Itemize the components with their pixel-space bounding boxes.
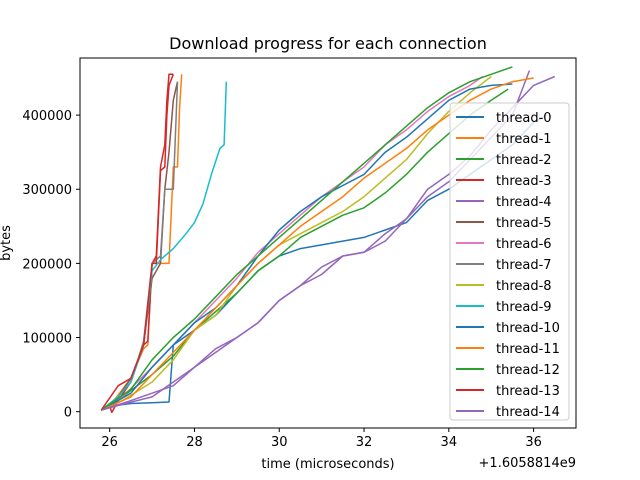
- legend-label: thread-8: [496, 279, 552, 294]
- legend-label: thread-12: [496, 363, 560, 378]
- y-tick-label: 0: [64, 406, 72, 421]
- series-line-thread-13: [100, 74, 174, 411]
- axes-frame: [79, 57, 577, 429]
- x-axis-ticks: 26 28 30 32 34 36: [101, 428, 542, 450]
- legend-label: thread-14: [496, 405, 560, 420]
- series-line-thread-9: [100, 81, 228, 411]
- y-axis-ticks: 0 100000 200000 300000 400000: [22, 109, 80, 421]
- x-tick-label: 28: [186, 435, 203, 450]
- series-line-thread-10: [100, 83, 513, 411]
- legend-label: thread-10: [496, 321, 560, 336]
- series-line-thread-12: [100, 66, 513, 411]
- x-axis-label: time (microseconds): [261, 457, 394, 472]
- legend-label: thread-7: [496, 258, 552, 273]
- series-line-thread-8: [100, 75, 492, 411]
- y-axis-label: bytes: [0, 225, 14, 261]
- legend-label: thread-9: [496, 300, 552, 315]
- legend-label: thread-5: [496, 216, 552, 231]
- x-tick-label: 34: [441, 435, 458, 450]
- legend-label: thread-13: [496, 384, 560, 399]
- series-line-thread-5: [100, 81, 179, 411]
- legend-frame: [449, 102, 570, 421]
- x-tick-label: 32: [356, 435, 373, 450]
- chart-title: Download progress for each connection: [169, 34, 487, 53]
- legend-label: thread-4: [496, 195, 552, 210]
- legend-label: thread-2: [496, 153, 552, 168]
- y-tick-label: 100000: [22, 332, 72, 347]
- x-axis-offset: +1.6058814e9: [479, 456, 576, 471]
- x-tick-label: 30: [271, 435, 288, 450]
- x-tick-label: 26: [101, 435, 118, 450]
- legend-label: thread-0: [496, 111, 552, 126]
- legend-label: thread-3: [496, 174, 552, 189]
- x-tick-label: 36: [525, 435, 542, 450]
- y-tick-label: 200000: [22, 257, 72, 272]
- series-line-thread-3: [100, 73, 174, 414]
- legend-label: thread-11: [496, 342, 560, 357]
- series-group: [100, 66, 556, 414]
- legend: thread-0 thread-1 thread-2 thread-3 thread-4…: [449, 102, 570, 421]
- legend-label: thread-6: [496, 237, 552, 252]
- y-tick-label: 400000: [22, 109, 72, 124]
- plot-area: [100, 66, 556, 414]
- series-line-thread-2: [100, 88, 509, 411]
- y-tick-label: 300000: [22, 183, 72, 198]
- legend-label: thread-1: [496, 132, 552, 147]
